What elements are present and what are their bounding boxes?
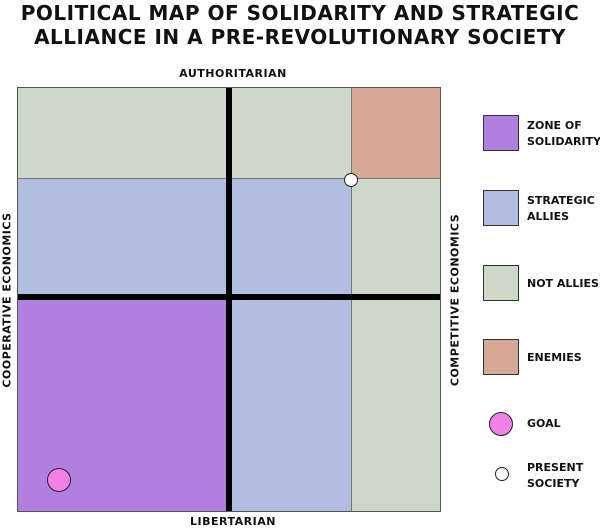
cell-r1-c1 (17, 87, 229, 178)
legend-swatch-not-allies (483, 265, 519, 301)
axis-label-competitive: COMPETITIVE ECONOMICS (448, 213, 462, 387)
axis-label-authoritarian: AUTHORITARIAN (179, 67, 287, 80)
legend-present-marker (495, 467, 509, 481)
cell-r2-c2 (229, 178, 351, 297)
cell-r3-c2 (229, 297, 351, 512)
axis-label-cooperative: COOPERATIVE ECONOMICS (0, 212, 14, 388)
legend-label-allies: STRATEGIC ALLIES (527, 194, 595, 223)
legend-swatch-solidarity (483, 115, 519, 151)
legend-swatch-allies (483, 190, 519, 226)
present-society-marker (344, 173, 358, 187)
cell-r1-c2 (229, 87, 351, 178)
legend-label-goal: GOAL (527, 417, 561, 430)
legend-swatch-enemies (483, 339, 519, 375)
legend-label-present: PRESENT SOCIETY (527, 461, 584, 490)
cell-r2-c1 (17, 178, 229, 297)
cell-r1-c3 (351, 87, 441, 178)
horizontal-axis-line (17, 294, 441, 300)
legend-label-enemies: ENEMIES (527, 351, 582, 364)
title-line-2: ALLIANCE IN A PRE-REVOLUTIONARY SOCIETY (34, 25, 566, 49)
axis-label-libertarian: LIBERTARIAN (190, 515, 276, 528)
cell-r2-c3 (351, 178, 441, 297)
legend-label-not-allies: NOT ALLIES (527, 277, 599, 290)
legend-goal-marker (489, 412, 513, 436)
cell-r3-c3 (351, 297, 441, 512)
legend-label-solidarity: ZONE OF SOLIDARITY (527, 119, 600, 148)
title-line-1: POLITICAL MAP OF SOLIDARITY AND STRATEGI… (20, 1, 580, 25)
goal-marker (47, 468, 71, 492)
